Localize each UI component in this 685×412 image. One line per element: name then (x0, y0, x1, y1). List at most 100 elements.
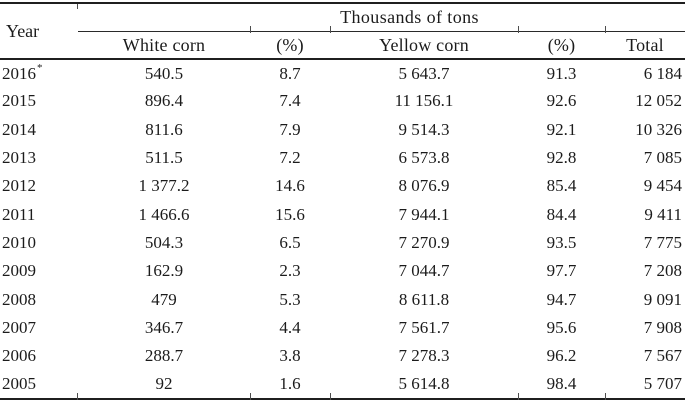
column-divider-tick (77, 393, 78, 400)
cell-yellow-pct: 92.1 (546, 119, 577, 139)
column-divider-tick (250, 393, 251, 400)
cell-total: 7 775 (643, 232, 683, 252)
cell-white-pct: 14.6 (275, 176, 305, 196)
cell-yellow-corn: 7 270.9 (398, 232, 450, 252)
cell-yellow-corn: 9 514.3 (398, 119, 450, 139)
data-table: Year Thousands of tons White corn (%) Yell… (0, 2, 685, 400)
footnote-marker: * (37, 61, 43, 74)
cell-yellow-corn: 5 614.8 (330, 370, 518, 400)
cell-year: 2013 (2, 148, 36, 168)
cell-year: 2012 (2, 176, 36, 196)
cell-total: 7 085 (643, 148, 683, 168)
table-row: 2005 92 1.6 5 614.8 98.4 5 707 (0, 370, 685, 400)
cell-total: 10 326 (635, 119, 683, 139)
cell-year: 2014 (2, 119, 36, 139)
cell-yellow-pct: 85.4 (546, 176, 577, 196)
column-header-yellow-pct: (%) (518, 31, 605, 60)
cell-total: 12 052 (635, 91, 683, 111)
cell-white-corn: 1 466.6 (138, 204, 190, 224)
column-header-white-corn: White corn (78, 31, 250, 60)
cell-white-corn: 162.9 (144, 261, 184, 281)
cell-white-pct: 7.2 (279, 148, 301, 168)
cell-total: 6 184 (643, 63, 683, 83)
cell-white-pct: 5.3 (279, 289, 301, 309)
cell-year: 2007 (2, 317, 36, 337)
column-divider-tick (605, 26, 606, 33)
cell-yellow-pct: 95.6 (546, 317, 577, 337)
cell-yellow-corn: 6 573.8 (398, 148, 450, 168)
cell-white-pct: 7.9 (279, 119, 301, 139)
column-header-row: White corn (%) Yellow corn (%) Total (0, 31, 685, 60)
cell-white-pct: 6.5 (279, 232, 301, 252)
cell-yellow-corn: 8 611.8 (398, 289, 450, 309)
table-row: 2012 1 377.2 14.6 8 076.9 85.4 9 454 (0, 172, 685, 200)
cell-white-corn: 1 377.2 (138, 176, 190, 196)
cell-white-corn: 811.6 (145, 119, 183, 139)
cell-total: 9 454 (643, 176, 683, 196)
column-divider-tick (77, 4, 78, 9)
cell-white-pct: 4.4 (279, 317, 301, 337)
cell-yellow-pct: 94.7 (546, 289, 577, 309)
cell-yellow-corn: 8 076.9 (398, 176, 450, 196)
cell-total: 9 091 (643, 289, 683, 309)
cell-year: 2016* (2, 61, 43, 83)
column-divider-tick (605, 393, 606, 400)
cell-total: 9 411 (644, 204, 683, 224)
cell-white-corn: 346.7 (144, 317, 184, 337)
cell-yellow-pct: 91.3 (546, 63, 577, 83)
cell-yellow-pct: 84.4 (546, 204, 577, 224)
table-row: 2006 288.7 3.8 7 278.3 96.2 7 567 (0, 342, 685, 370)
cell-yellow-corn: 5 643.7 (398, 63, 450, 83)
cell-yellow-pct: 97.7 (546, 261, 577, 281)
cell-total: 7 567 (643, 346, 683, 366)
cell-year: 2008 (2, 289, 36, 309)
table-row: 2013 511.5 7.2 6 573.8 92.8 7 085 (0, 144, 685, 172)
cell-white-pct: 3.8 (279, 346, 301, 366)
column-divider-tick (330, 393, 331, 400)
cell-yellow-corn: 7 944.1 (398, 204, 450, 224)
cell-white-corn: 479 (151, 289, 177, 309)
column-header-total: Total (605, 31, 685, 60)
cell-yellow-corn: 7 278.3 (398, 346, 450, 366)
column-header-yellow-corn: Yellow corn (330, 31, 518, 60)
cell-yellow-pct: 92.6 (546, 91, 577, 111)
year-column-header: Year (0, 3, 78, 60)
table-row: 2007 346.7 4.4 7 561.7 95.6 7 908 (0, 314, 685, 342)
column-divider-tick (518, 393, 519, 400)
cell-white-corn: 896.4 (144, 91, 184, 111)
cell-year: 2006 (2, 346, 36, 366)
table-row: 2011 1 466.6 15.6 7 944.1 84.4 9 411 (0, 200, 685, 228)
table-header: Year Thousands of tons White corn (%) Yell… (0, 3, 685, 60)
column-divider-tick (518, 26, 519, 33)
group-header-thousands-of-tons: Thousands of tons (78, 3, 685, 32)
cell-white-pct: 8.7 (279, 63, 301, 83)
cell-white-corn: 288.7 (144, 346, 184, 366)
cell-yellow-corn: 7 044.7 (398, 261, 450, 281)
cell-yellow-corn: 11 156.1 (394, 91, 454, 111)
table-row: 2015 896.4 7.4 11 156.1 92.6 12 052 (0, 87, 685, 115)
table-row: 2014 811.6 7.9 9 514.3 92.1 10 326 (0, 116, 685, 144)
cell-year: 2009 (2, 261, 36, 281)
cell-yellow-corn: 7 561.7 (398, 317, 450, 337)
table-row: 2010 504.3 6.5 7 270.9 93.5 7 775 (0, 229, 685, 257)
cell-year: 2010 (2, 232, 36, 252)
cell-year: 2011 (2, 204, 36, 224)
column-header-white-pct: (%) (250, 31, 330, 60)
cell-total: 5 707 (605, 370, 685, 400)
cell-white-pct: 15.6 (275, 204, 305, 224)
cell-yellow-pct: 92.8 (546, 148, 577, 168)
cell-year: 2015 (2, 91, 36, 111)
table-row: 2008 479 5.3 8 611.8 94.7 9 091 (0, 285, 685, 313)
cell-total: 7 208 (643, 261, 683, 281)
cell-white-corn: 504.3 (144, 232, 184, 252)
cell-white-pct: 1.6 (250, 370, 330, 400)
cell-yellow-pct: 98.4 (518, 370, 605, 400)
cell-yellow-pct: 93.5 (546, 232, 577, 252)
table-row: 2016* 540.5 8.7 5 643.7 91.3 6 184 (0, 59, 685, 87)
table-row: 2009 162.9 2.3 7 044.7 97.7 7 208 (0, 257, 685, 285)
table-body: 2016* 540.5 8.7 5 643.7 91.3 6 184 2015 896.4 7.… (0, 59, 685, 400)
column-divider-tick (250, 26, 251, 33)
cell-white-pct: 2.3 (279, 261, 301, 281)
cell-yellow-pct: 96.2 (546, 346, 577, 366)
